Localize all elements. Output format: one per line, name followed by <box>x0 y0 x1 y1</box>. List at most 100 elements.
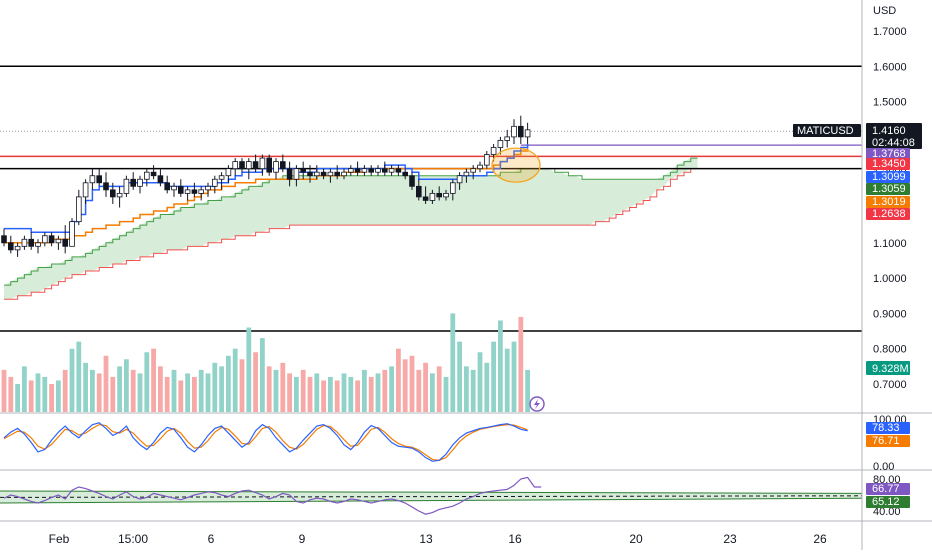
candle <box>55 235 62 250</box>
candle <box>7 235 14 254</box>
volume-bar <box>491 341 496 412</box>
candle-body <box>48 235 55 244</box>
symbol-badge: MATICUSD <box>793 124 861 137</box>
candle <box>395 165 402 176</box>
volume-bar <box>49 384 54 412</box>
candle-body <box>252 161 259 170</box>
price-level-badge: 1.3099 <box>866 171 910 183</box>
svg-text:MATICUSD: MATICUSD <box>797 125 854 137</box>
svg-text:1.3019: 1.3019 <box>872 196 906 208</box>
volume-bar <box>504 348 510 412</box>
rsi-band <box>0 491 862 503</box>
volume-bar <box>518 316 524 412</box>
volume-bar <box>498 320 503 412</box>
candle-body <box>150 171 157 177</box>
volume-bar <box>62 369 68 412</box>
volume-bar <box>375 373 381 412</box>
volume-bar <box>90 369 95 412</box>
volume-bar <box>341 373 347 412</box>
volume-bar <box>450 313 456 412</box>
volume-bar <box>314 373 320 412</box>
candle-body <box>225 168 232 177</box>
candle <box>375 165 381 176</box>
x-tick-label: 20 <box>629 532 643 546</box>
volume-bar <box>362 369 367 412</box>
volume-bar <box>253 352 258 412</box>
ichimoku-span-b <box>4 168 698 300</box>
y-tick-label: 0.8000 <box>873 344 907 356</box>
candle-body <box>381 168 388 173</box>
volume-bar <box>22 366 27 412</box>
volume-bar <box>15 384 20 412</box>
candle-body <box>164 182 171 191</box>
candle-body <box>191 189 198 194</box>
ichimoku-cloud <box>4 158 698 300</box>
volume-bar <box>205 373 211 412</box>
candle-body <box>463 171 470 177</box>
candle <box>103 172 109 197</box>
candle-body <box>7 242 14 251</box>
volume-bar <box>239 359 245 412</box>
candle <box>14 242 21 257</box>
candle-body <box>320 171 327 177</box>
svg-text:78.33: 78.33 <box>872 422 900 434</box>
volume-bar <box>69 348 75 412</box>
volume-bar <box>416 369 422 412</box>
candle-body <box>205 185 211 191</box>
x-tick-label: 6 <box>208 532 215 546</box>
candle <box>436 186 442 201</box>
candle <box>82 179 89 204</box>
candle <box>415 179 422 201</box>
volume-bar <box>198 369 204 412</box>
volume-bar <box>158 366 163 412</box>
volume-bar <box>321 380 326 412</box>
candle-body <box>259 157 266 170</box>
volume-bar <box>144 352 150 412</box>
candle <box>347 165 354 176</box>
rsi-ma-badge: 65.12 <box>866 496 910 508</box>
svg-text:1.2638: 1.2638 <box>872 208 906 220</box>
volume-bar <box>273 369 279 412</box>
candle <box>69 218 75 247</box>
candle-body <box>42 235 48 244</box>
candle <box>463 168 470 183</box>
candle <box>266 154 272 176</box>
y-tick-label: 0.9000 <box>873 308 907 320</box>
volume-bar <box>525 369 530 412</box>
svg-text:1.4160: 1.4160 <box>872 125 906 137</box>
volume-bar <box>219 366 224 412</box>
candle <box>327 168 334 183</box>
candle-body <box>313 171 320 177</box>
candle <box>211 175 218 194</box>
candle-body <box>28 238 34 247</box>
stochastic-tick-label: 0.00 <box>873 461 894 473</box>
candle <box>341 168 347 180</box>
lightning-icon[interactable] <box>529 396 545 412</box>
volume-bar <box>151 348 156 412</box>
x-tick-label: 9 <box>299 532 306 546</box>
candle-body <box>116 192 123 198</box>
candle-body <box>35 242 41 247</box>
volume-bar <box>124 359 129 412</box>
volume-bar <box>423 362 428 412</box>
y-tick-label: 0.7000 <box>873 379 907 391</box>
candle-body <box>96 175 103 184</box>
candle-body <box>171 185 177 191</box>
volume-bar <box>443 376 449 412</box>
volume-bar <box>307 376 313 412</box>
candle-body <box>198 189 205 194</box>
volume-bar <box>409 355 415 412</box>
candle-body <box>395 168 402 173</box>
volume-bar <box>164 376 170 412</box>
volume-bar <box>178 380 184 412</box>
rsi-line <box>3 476 542 515</box>
volume-bar <box>96 373 102 412</box>
candle <box>205 182 211 197</box>
svg-text:76.71: 76.71 <box>872 435 900 447</box>
candle <box>110 182 116 204</box>
candle <box>368 165 374 176</box>
candle-body <box>375 168 381 173</box>
candle <box>409 172 415 190</box>
